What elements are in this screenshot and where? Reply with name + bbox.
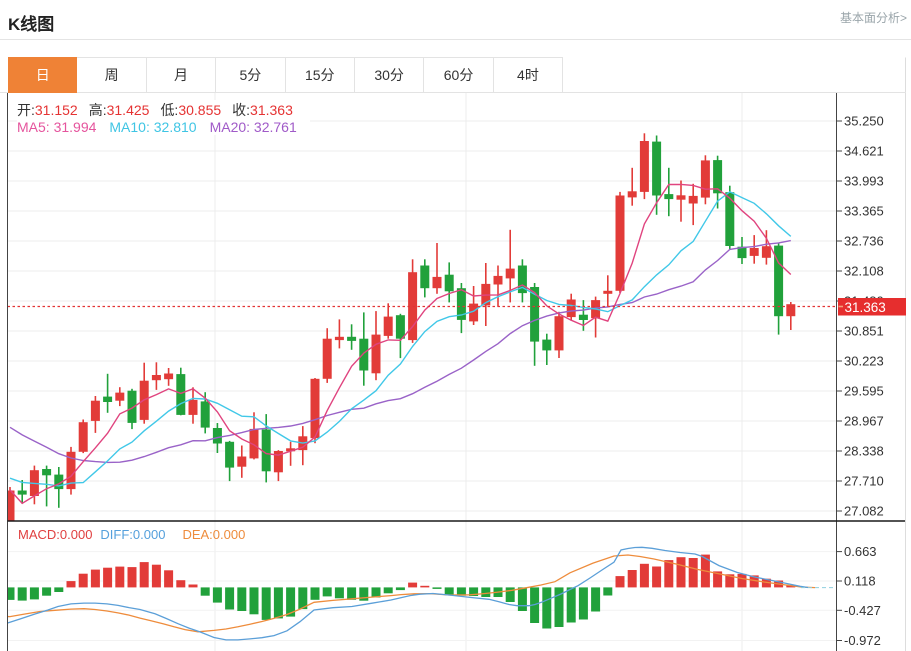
svg-text:27.710: 27.710 (844, 474, 884, 489)
svg-text:30.851: 30.851 (844, 324, 884, 339)
svg-text:33.993: 33.993 (844, 174, 884, 189)
svg-text:-0.972: -0.972 (844, 633, 881, 648)
svg-text:0.663: 0.663 (844, 544, 877, 559)
svg-text:28.338: 28.338 (844, 444, 884, 459)
svg-text:27.082: 27.082 (844, 504, 884, 519)
svg-text:33.365: 33.365 (844, 204, 884, 219)
svg-text:35.250: 35.250 (844, 114, 884, 129)
svg-text:0.118: 0.118 (844, 574, 876, 589)
svg-text:32.108: 32.108 (844, 264, 884, 279)
svg-text:31.363: 31.363 (845, 300, 886, 315)
svg-text:29.595: 29.595 (844, 384, 884, 399)
svg-text:34.621: 34.621 (844, 144, 884, 159)
svg-text:28.967: 28.967 (844, 414, 884, 429)
svg-text:-0.427: -0.427 (844, 603, 881, 618)
svg-text:32.736: 32.736 (844, 234, 884, 249)
svg-text:30.223: 30.223 (844, 354, 884, 369)
